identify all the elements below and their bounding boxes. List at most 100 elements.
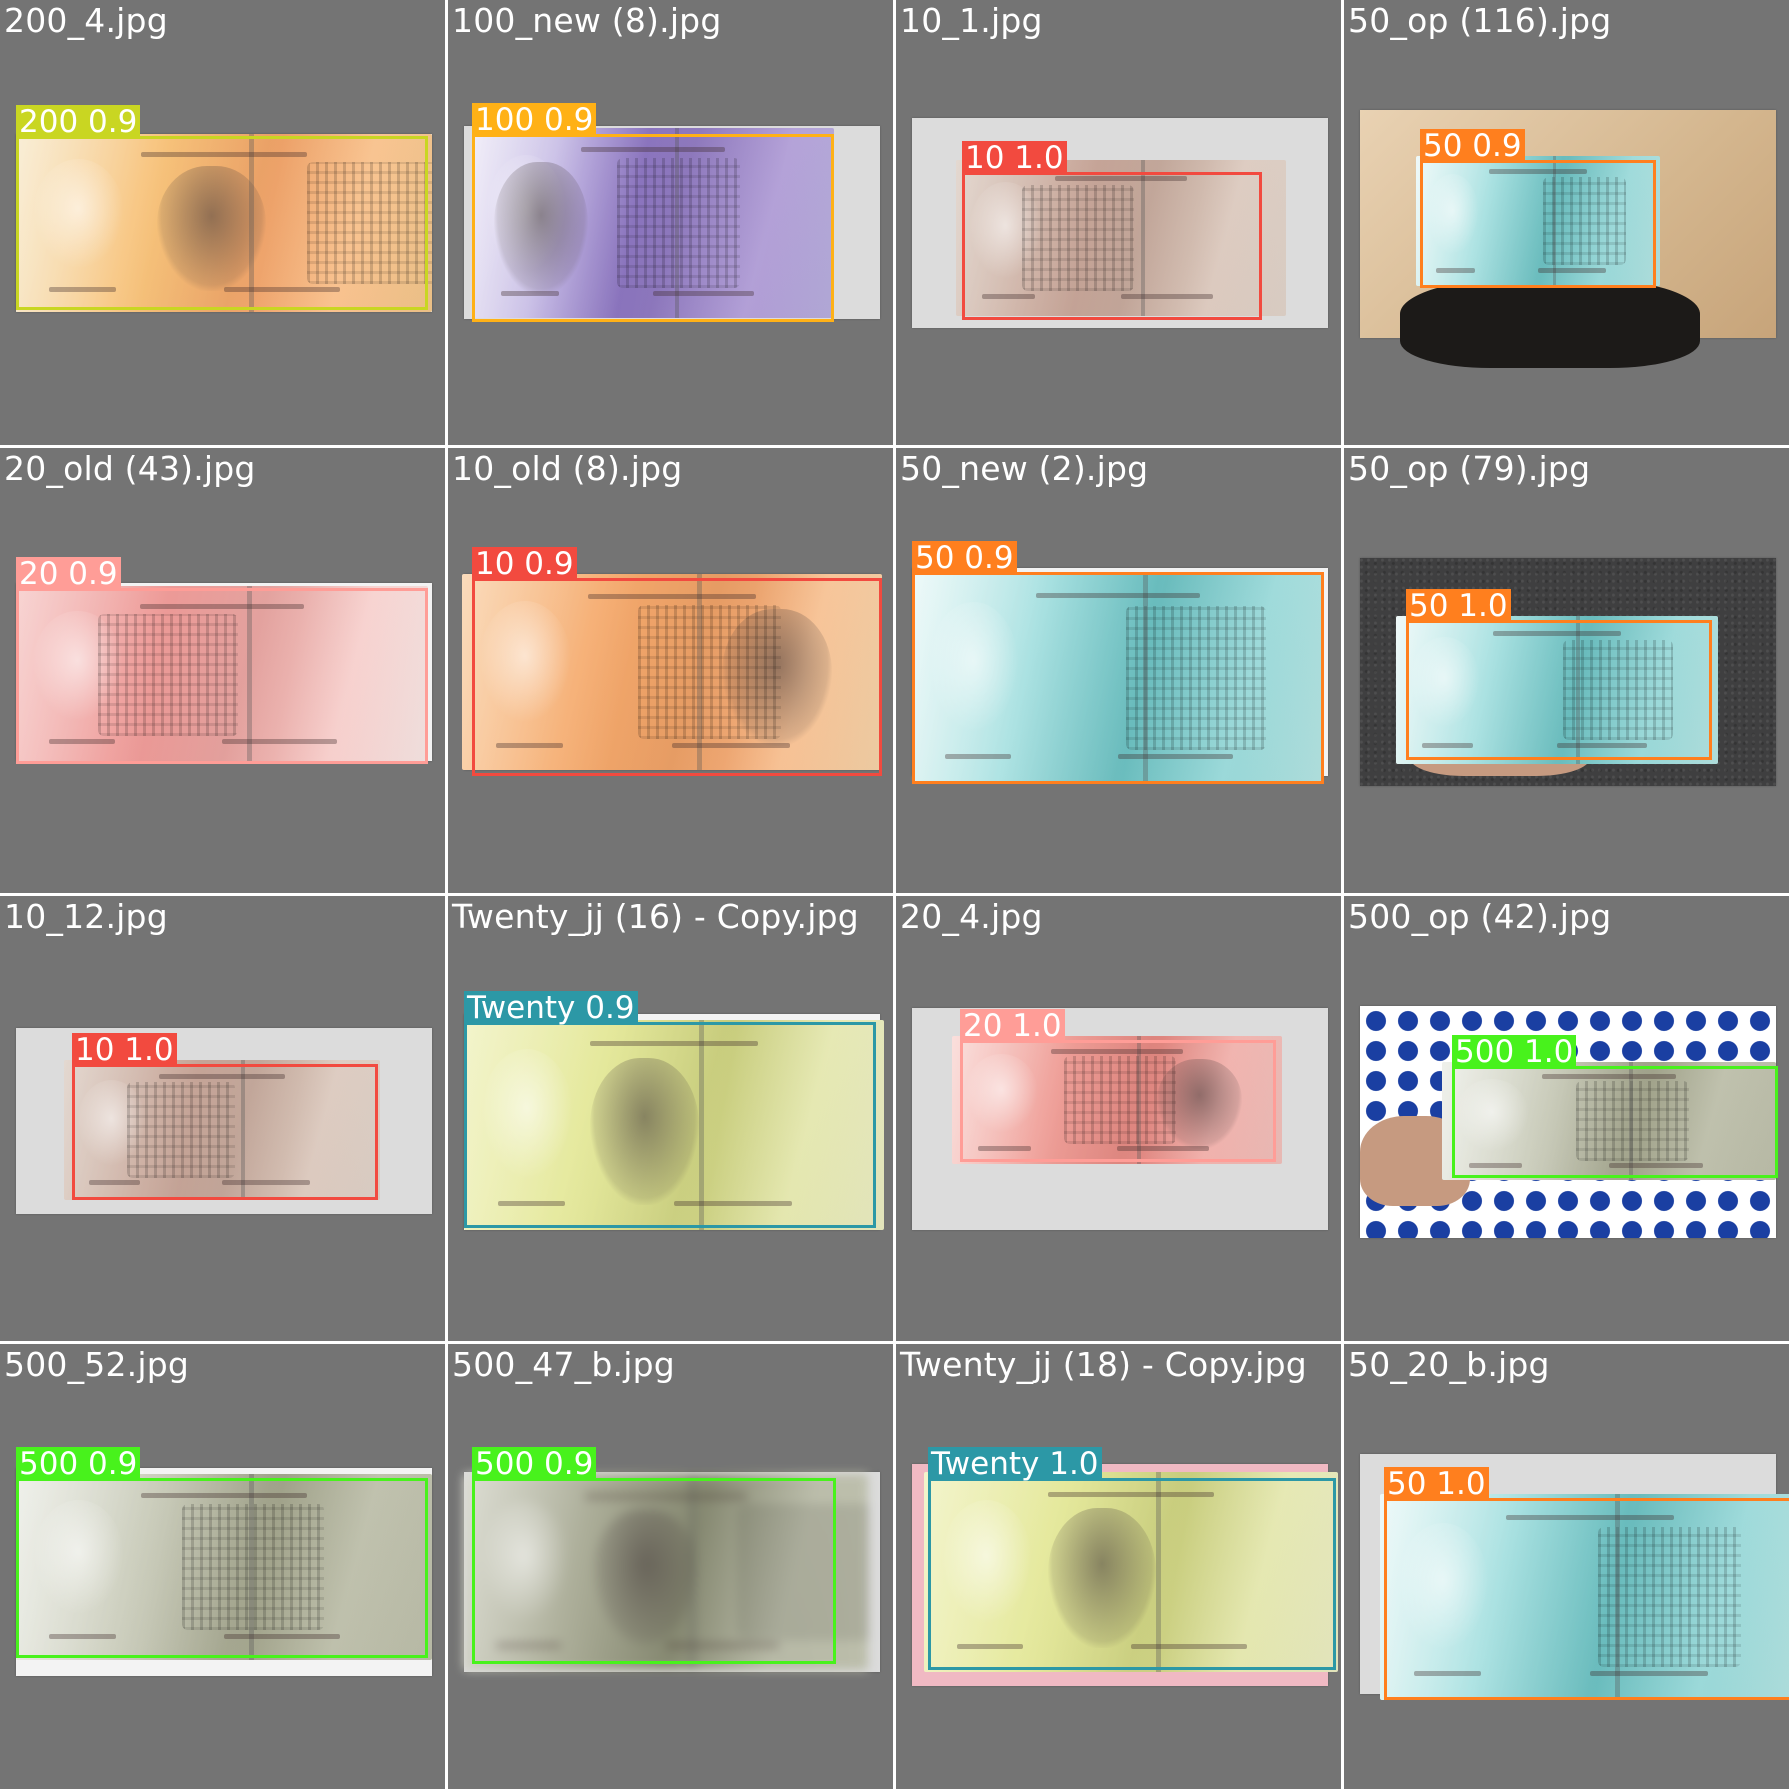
image-tile[interactable]: 20_4.jpg 20 1.0 xyxy=(896,896,1341,1341)
detection-box[interactable] xyxy=(464,1022,876,1228)
detection-box[interactable] xyxy=(72,1064,378,1200)
note-print-line xyxy=(1051,1048,1183,1054)
image-tile[interactable]: 100_new (8).jpg 100 0.9 xyxy=(448,0,893,445)
image-tile[interactable]: 10_1.jpg 10 1.0 xyxy=(896,0,1341,445)
image-tile[interactable]: 500_47_b.jpg 500 0.9 xyxy=(448,1344,893,1789)
image-tile[interactable]: 50_op (116).jpg 50 0.9 xyxy=(1344,0,1789,445)
note-security-thread xyxy=(690,1474,696,1670)
detection-box[interactable] xyxy=(1406,620,1712,760)
banknote xyxy=(1380,1494,1789,1700)
detection-box[interactable] xyxy=(1384,1498,1789,1700)
note-security-thread xyxy=(1155,1472,1161,1672)
image-tile[interactable]: 50_new (2).jpg 50 0.9 xyxy=(896,448,1341,893)
note-print-line xyxy=(1435,267,1475,273)
note-motif xyxy=(127,1082,235,1178)
detection-box[interactable] xyxy=(960,1040,1276,1162)
note-print-line xyxy=(496,1642,561,1648)
note-watermark xyxy=(1408,636,1480,729)
note-print-line xyxy=(1055,175,1187,181)
note-print-line xyxy=(222,739,338,745)
image-tile[interactable]: 10_old (8).jpg 10 0.9 xyxy=(448,448,893,893)
note-print-line xyxy=(1035,593,1201,599)
tile-filename: 10_1.jpg xyxy=(900,1,1043,40)
note-security-thread xyxy=(1576,616,1581,764)
note-print-line xyxy=(89,1180,140,1186)
note-security-thread xyxy=(1615,1494,1621,1700)
detection-label: 500 0.9 xyxy=(16,1447,141,1481)
tile-filename: Twenty_jj (16) - Copy.jpg xyxy=(452,897,859,936)
note-print-line xyxy=(585,1493,747,1499)
note-print-line xyxy=(653,291,755,297)
note-print-line xyxy=(1121,294,1214,300)
detection-box[interactable] xyxy=(16,136,428,310)
note-print-line xyxy=(224,287,341,293)
banknote xyxy=(472,128,834,318)
image-tile[interactable]: Twenty_jj (18) - Copy.jpg Twenty 1.0 xyxy=(896,1344,1341,1789)
note-motif xyxy=(1575,1080,1690,1162)
tile-filename: 50_op (79).jpg xyxy=(1348,449,1591,488)
note-print-line xyxy=(495,742,563,748)
banknote xyxy=(952,1036,1282,1164)
note-print-line xyxy=(222,1180,311,1186)
detection-box[interactable] xyxy=(912,572,1324,784)
note-print-line xyxy=(48,739,115,745)
banknote xyxy=(924,1472,1338,1672)
note-security-thread xyxy=(248,1474,254,1660)
image-tile[interactable]: 20_old (43).jpg 20 0.9 xyxy=(0,448,445,893)
note-print-line xyxy=(666,1642,780,1648)
hand xyxy=(1400,278,1700,368)
note-watermark xyxy=(480,1501,570,1623)
image-tile[interactable]: 50_op (79).jpg 50 1.0 xyxy=(1344,448,1789,893)
detection-label: 50 0.9 xyxy=(1420,129,1525,163)
detection-box[interactable] xyxy=(1420,160,1656,288)
detection-box[interactable] xyxy=(472,134,834,322)
note-print-line xyxy=(497,1200,565,1206)
detection-box[interactable] xyxy=(928,1478,1336,1670)
detection-box[interactable] xyxy=(16,1478,428,1658)
detection-label: 50 1.0 xyxy=(1406,589,1511,623)
note-watermark xyxy=(478,601,572,723)
note-portrait xyxy=(157,166,266,291)
tile-filename: 20_old (43).jpg xyxy=(4,449,256,488)
note-portrait xyxy=(493,162,588,296)
detection-box[interactable] xyxy=(472,578,882,776)
detection-label: 10 1.0 xyxy=(962,141,1067,175)
image-tile[interactable]: 50_20_b.jpg 50 1.0 xyxy=(1344,1344,1789,1789)
detection-label: 500 1.0 xyxy=(1452,1035,1577,1069)
note-print-line xyxy=(1538,267,1607,273)
note-portrait xyxy=(722,609,832,747)
note-motif xyxy=(307,162,432,284)
banknote xyxy=(1416,156,1660,286)
note-print-line xyxy=(674,1200,792,1206)
banknote xyxy=(912,572,1324,784)
note-motif xyxy=(98,614,239,736)
note-print-line xyxy=(590,1041,758,1046)
banknote xyxy=(1396,616,1718,764)
tile-filename: 500_47_b.jpg xyxy=(452,1345,675,1384)
note-print-line xyxy=(982,294,1036,300)
note-security-thread xyxy=(1142,572,1148,784)
note-watermark xyxy=(928,601,1020,734)
image-tile[interactable]: 10_12.jpg 10 1.0 xyxy=(0,896,445,1341)
note-portrait xyxy=(1048,1508,1156,1648)
banknote xyxy=(464,1474,868,1670)
image-tile[interactable]: 200_4.jpg 200 0.9 xyxy=(0,0,445,445)
detection-box[interactable] xyxy=(16,588,428,764)
note-print-line xyxy=(672,742,790,748)
detection-label: 10 1.0 xyxy=(72,1033,177,1067)
note-print-line xyxy=(49,287,116,293)
image-tile[interactable]: Twenty_jj (16) - Copy.jpg Twenty 0.9 xyxy=(448,896,893,1341)
note-print-line xyxy=(1590,1671,1708,1677)
detection-box[interactable] xyxy=(1452,1066,1778,1178)
detection-box[interactable] xyxy=(962,172,1262,320)
detection-box[interactable] xyxy=(472,1478,836,1664)
detection-label: Twenty 0.9 xyxy=(464,991,638,1025)
detection-label: Twenty 1.0 xyxy=(928,1447,1102,1481)
image-tile[interactable]: 500_52.jpg 500 0.9 xyxy=(0,1344,445,1789)
image-tile[interactable]: 500_op (42).jpg 500 1.0 xyxy=(1344,896,1789,1341)
note-motif xyxy=(616,158,740,288)
note-print-line xyxy=(1506,1514,1674,1520)
note-print-line xyxy=(1542,1073,1676,1079)
note-print-line xyxy=(1118,754,1234,760)
